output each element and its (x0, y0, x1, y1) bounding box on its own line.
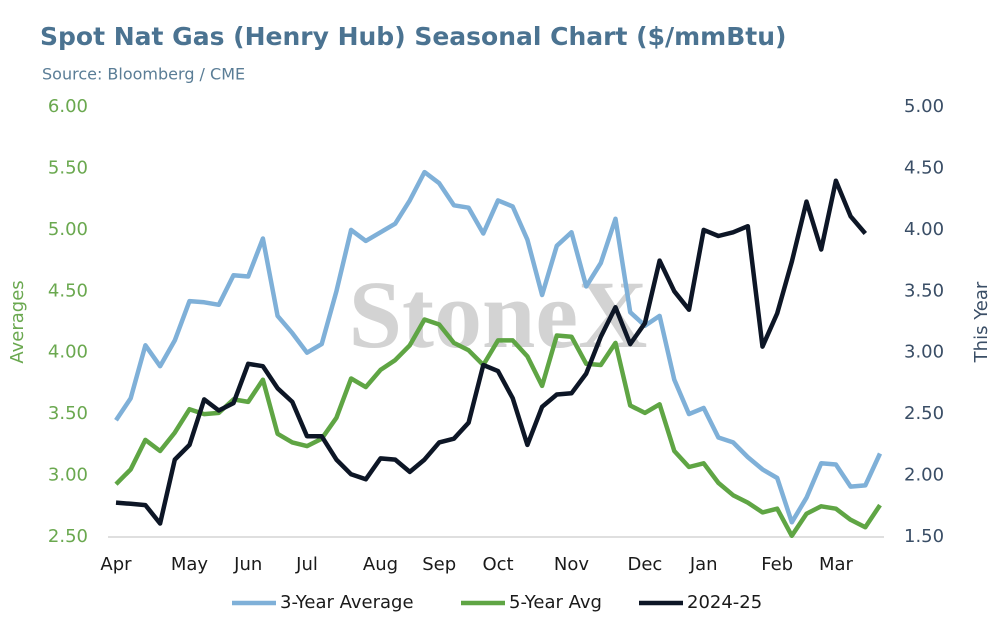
y2-tick-label: 3.50 (904, 280, 944, 301)
y-tick-label: 4.50 (48, 280, 88, 301)
series-line (115, 178, 868, 526)
y-tick-label: 3.50 (48, 403, 88, 424)
x-tick-label: Feb (761, 554, 793, 575)
y-tick-label: 5.00 (48, 219, 88, 240)
y2-tick-label: 1.50 (904, 526, 944, 547)
y-axis-label: Averages (7, 280, 28, 363)
y-tick-label: 6.00 (48, 96, 88, 117)
x-tick-label: Jun (233, 554, 262, 575)
y2-tick-label: 5.00 (904, 96, 944, 117)
y2-tick-label: 2.50 (904, 403, 944, 424)
y2-tick-label: 2.00 (904, 465, 944, 486)
x-tick-label: Aug (363, 554, 398, 575)
chart-title: Spot Nat Gas (Henry Hub) Seasonal Chart … (40, 22, 786, 51)
x-tick-label: Oct (482, 554, 513, 575)
y2-axis-label: This Year (971, 281, 992, 363)
y2-tick-label: 3.00 (904, 342, 944, 363)
x-tick-label: May (171, 554, 209, 575)
y2-tick-label: 4.00 (904, 219, 944, 240)
y-tick-label: 5.50 (48, 157, 88, 178)
watermark: StoneX (349, 261, 648, 368)
legend-label: 5-Year Avg (509, 592, 602, 613)
legend-label: 3-Year Average (280, 592, 414, 613)
x-tick-label: Jan (689, 554, 718, 575)
x-tick-label: Dec (628, 554, 663, 575)
y2-tick-label: 4.50 (904, 157, 944, 178)
x-tick-label: Apr (100, 554, 132, 575)
y-tick-label: 2.50 (48, 526, 88, 547)
x-tick-label: Jul (295, 554, 318, 575)
chart-subtitle: Source: Bloomberg / CME (42, 65, 245, 84)
y-tick-label: 4.00 (48, 342, 88, 363)
x-tick-label: Mar (819, 554, 854, 575)
series-line (114, 317, 882, 539)
x-tick-label: Sep (422, 554, 456, 575)
x-tick-label: Nov (554, 554, 589, 575)
legend-label: 2024-25 (687, 592, 762, 613)
y-tick-label: 3.00 (48, 465, 88, 486)
series-line (114, 169, 883, 525)
